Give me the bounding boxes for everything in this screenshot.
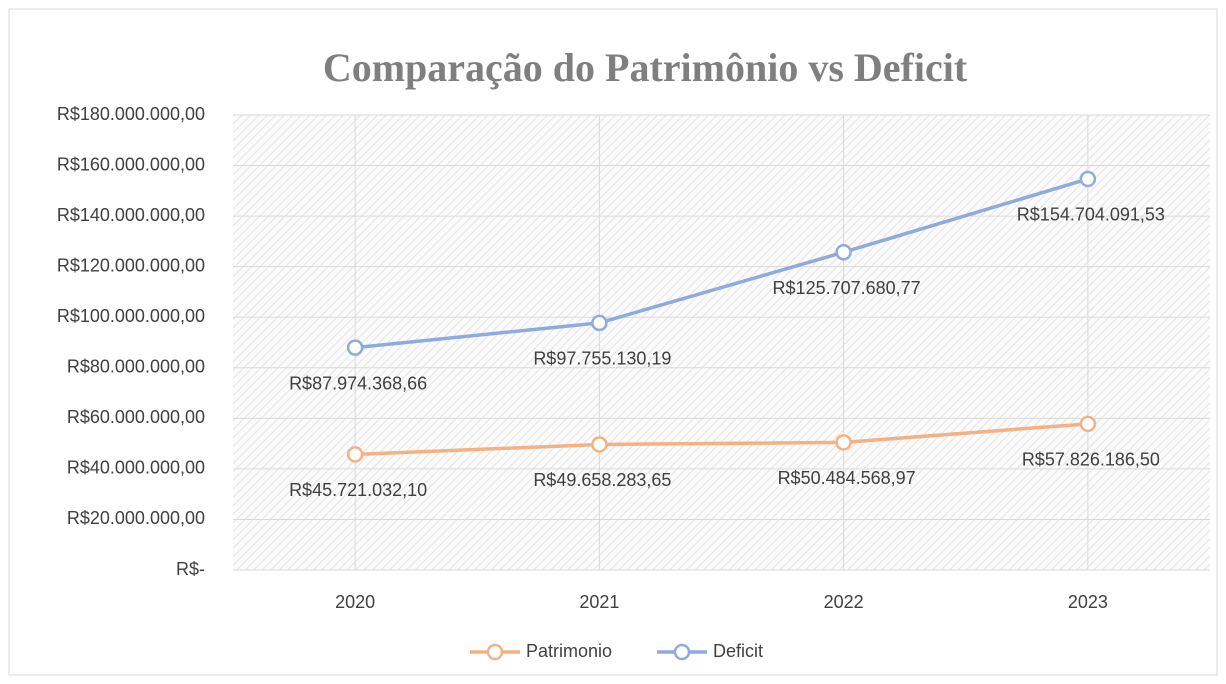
x-tick-label: 2022 xyxy=(824,592,864,612)
data-label: R$87.974.368,66 xyxy=(289,373,427,393)
point xyxy=(835,243,852,261)
point xyxy=(1079,170,1097,188)
point xyxy=(346,446,364,463)
chart-title: Comparação do Patrimônio vs Deficit xyxy=(323,45,968,90)
point xyxy=(346,339,364,356)
data-label: R$49.658.283,65 xyxy=(533,470,671,490)
data-label: R$97.755.130,19 xyxy=(533,349,671,369)
y-tick-label: R$40.000.000,00 xyxy=(67,458,205,478)
y-tick-label: R$80.000.000,00 xyxy=(67,357,205,377)
point xyxy=(835,434,852,451)
y-tick-label: R$160.000.000,00 xyxy=(57,154,205,174)
y-tick-label: R$- xyxy=(176,559,205,579)
y-tick-label: R$20.000.000,00 xyxy=(67,508,205,528)
y-tick-label: R$180.000.000,00 xyxy=(57,104,205,124)
x-tick-label: 2023 xyxy=(1068,592,1108,612)
series-line xyxy=(354,177,1089,350)
y-tick-label: R$120.000.000,00 xyxy=(57,255,205,275)
series-line xyxy=(355,422,1089,457)
data-label: R$125.707.680,77 xyxy=(773,278,921,298)
y-tick-label: R$100.000.000,00 xyxy=(57,306,205,326)
x-tick-label: 2021 xyxy=(579,592,619,612)
y-tick-label: R$140.000.000,00 xyxy=(57,205,205,225)
data-label: R$45.721.032,10 xyxy=(289,480,427,500)
data-label: R$154.704.091,53 xyxy=(1017,205,1165,225)
point xyxy=(1079,415,1097,433)
point xyxy=(591,314,608,332)
data-label: R$50.484.568,97 xyxy=(778,468,916,488)
legend-label: Patrimonio xyxy=(526,641,612,661)
data-label: R$57.826.186,50 xyxy=(1022,450,1160,470)
legend-label: Deficit xyxy=(713,641,763,661)
plot-area xyxy=(233,115,1210,570)
x-tick-label: 2020 xyxy=(335,592,375,612)
legend-marker xyxy=(673,643,691,661)
legend-marker xyxy=(486,643,504,661)
point xyxy=(591,436,608,453)
y-tick-label: R$60.000.000,00 xyxy=(67,407,205,427)
